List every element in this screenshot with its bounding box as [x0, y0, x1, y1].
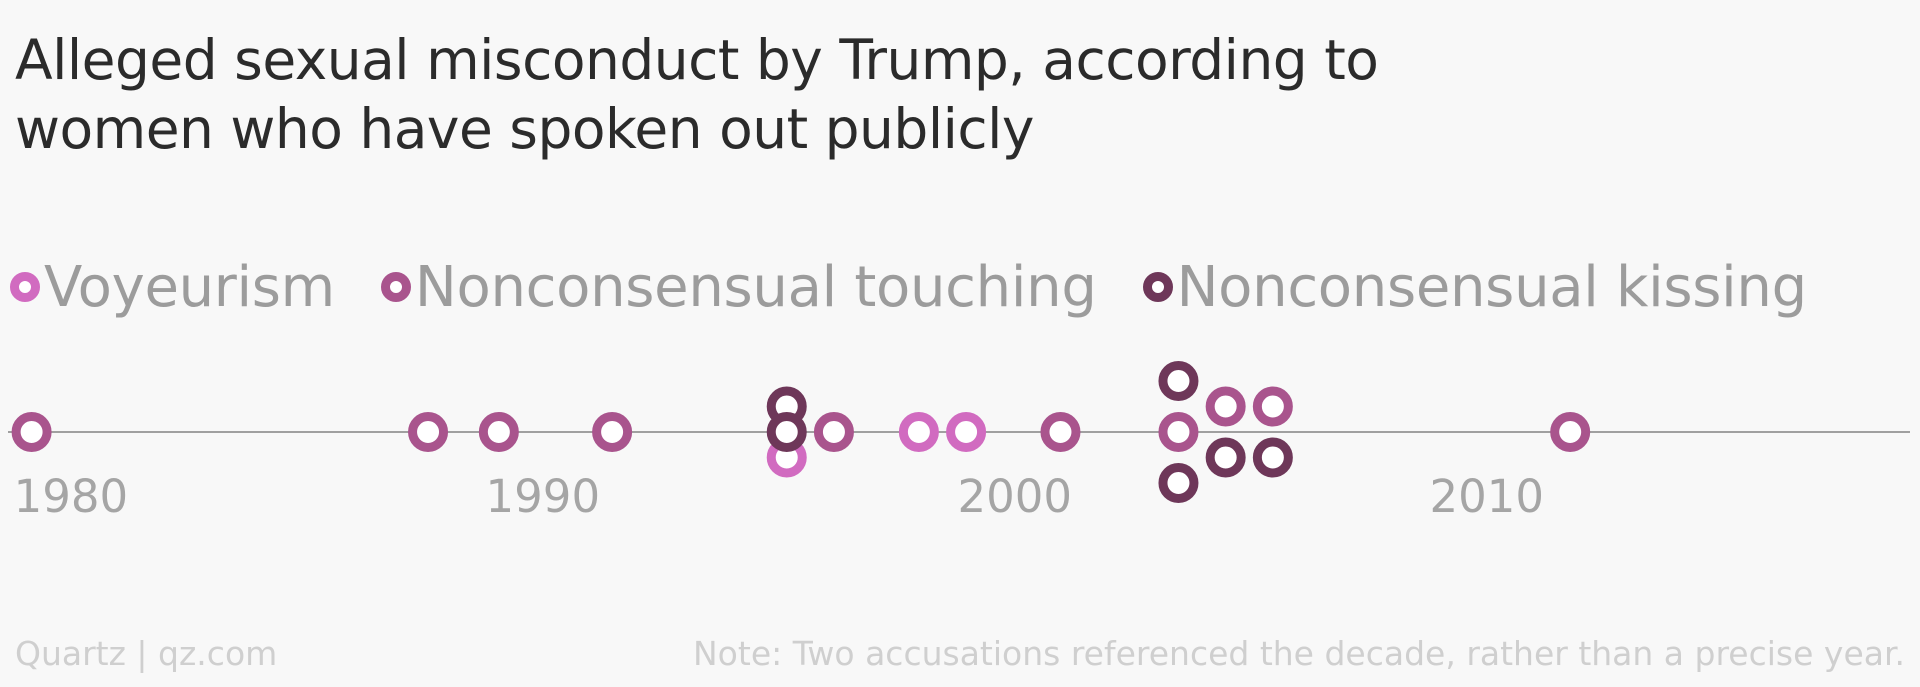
legend-item-nonconsensual-touching: Nonconsensual touching — [380, 254, 1097, 320]
voyeurism-point — [946, 412, 987, 452]
legend-label-nonconsensual-touching: Nonconsensual touching — [414, 254, 1097, 320]
legend-label-nonconsensual-kissing: Nonconsensual kissing — [1176, 254, 1808, 320]
timeline-chart: 1980 1990 2000 2010 — [8, 361, 1910, 523]
tick-label-1980: 1980 — [14, 470, 129, 523]
nonconsensual-kissing-point — [766, 412, 807, 452]
tick-label-2000: 2000 — [958, 470, 1073, 523]
nonconsensual-kissing-point — [1205, 437, 1246, 478]
nonconsensual-touching-point — [478, 412, 519, 452]
nonconsensual-touching-point — [1158, 412, 1199, 452]
nonconsensual-touching-point — [1205, 386, 1246, 427]
footer-source: Quartz | qz.com — [15, 634, 278, 673]
legend-item-nonconsensual-kissing: Nonconsensual kissing — [1142, 254, 1808, 320]
legend: Voyeurism Nonconsensual touching Noncons… — [10, 252, 1853, 322]
nonconsensual-kissing-point — [1158, 361, 1199, 401]
nonconsensual-touching-point — [1550, 412, 1591, 452]
legend-marker-voyeurism — [10, 272, 40, 302]
chart-title: Alleged sexual misconduct by Trump, acco… — [15, 28, 1379, 161]
nonconsensual-touching-point — [1040, 412, 1081, 452]
tick-label-1990: 1990 — [486, 470, 601, 523]
nonconsensual-touching-point — [408, 412, 449, 452]
legend-marker-nonconsensual-kissing — [1142, 272, 1173, 302]
legend-marker-nonconsensual-touching — [380, 272, 411, 302]
nonconsensual-kissing-point — [1158, 463, 1199, 503]
nonconsensual-touching-point — [592, 412, 633, 452]
tick-label-2010: 2010 — [1429, 470, 1544, 523]
voyeurism-point — [898, 412, 939, 452]
nonconsensual-touching-point — [1252, 386, 1293, 427]
nonconsensual-kissing-point — [1252, 437, 1293, 478]
legend-label-voyeurism: Voyeurism — [44, 254, 335, 320]
legend-item-voyeurism: Voyeurism — [10, 255, 335, 320]
footer-note: Note: Two accusations referenced the dec… — [693, 634, 1905, 673]
nonconsensual-touching-point — [813, 412, 854, 452]
nonconsensual-touching-point — [11, 412, 52, 452]
